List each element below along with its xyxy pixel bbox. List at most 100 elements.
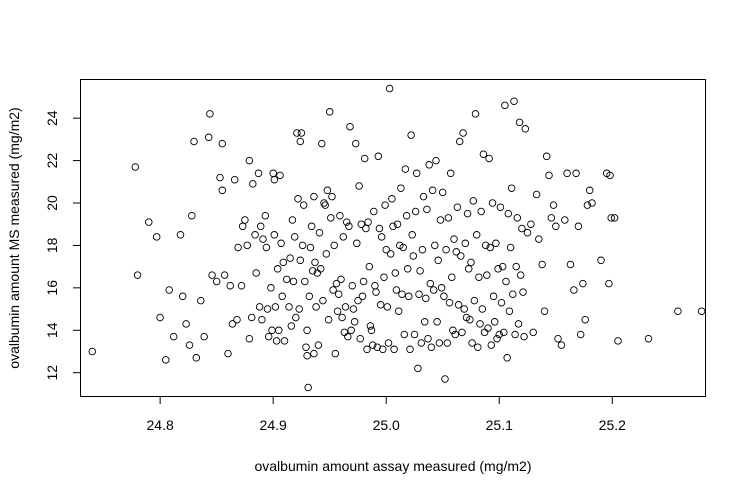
data-point [263, 305, 272, 313]
data-point [305, 292, 314, 301]
data-point [452, 248, 461, 256]
data-point [477, 207, 485, 216]
data-point [327, 214, 335, 222]
data-point [272, 337, 281, 345]
data-point [516, 271, 525, 279]
data-point [453, 203, 462, 211]
data-point [88, 347, 97, 356]
data-point [436, 216, 445, 224]
data-point [370, 207, 378, 216]
data-point [514, 320, 523, 328]
data-point [402, 211, 411, 220]
data-point [212, 277, 221, 286]
data-point [512, 262, 520, 271]
data-point [245, 334, 254, 343]
data-point [519, 288, 527, 296]
data-point [287, 322, 296, 330]
data-point [494, 265, 502, 273]
data-point [303, 326, 311, 335]
data-point [366, 322, 375, 330]
data-point [469, 197, 478, 205]
data-point [400, 330, 409, 339]
data-point [368, 341, 377, 349]
data-point [417, 339, 426, 347]
data-point [208, 271, 216, 279]
data-point [475, 273, 483, 281]
data-point [490, 318, 499, 326]
data-point [330, 241, 338, 250]
data-point [451, 330, 459, 339]
data-point [581, 315, 589, 324]
data-point [614, 337, 622, 345]
data-point [321, 201, 329, 209]
data-point [481, 241, 490, 250]
data-point [566, 260, 575, 269]
data-point [493, 334, 501, 343]
data-point [371, 281, 379, 290]
data-point [324, 315, 333, 324]
data-point [268, 326, 276, 335]
data-point [674, 307, 682, 315]
data-point [389, 222, 397, 231]
data-point [325, 108, 334, 116]
data-point [206, 110, 214, 118]
data-point [200, 332, 208, 341]
data-point [585, 186, 594, 195]
data-point [237, 281, 246, 290]
data-point [420, 318, 429, 326]
data-point [379, 345, 387, 354]
data-point [310, 192, 318, 201]
data-point [427, 343, 436, 351]
data-point [419, 192, 428, 201]
data-point [414, 364, 422, 373]
data-point [234, 243, 242, 252]
data-point [425, 161, 433, 169]
data-point [216, 173, 224, 182]
data-point [532, 190, 541, 199]
data-point [429, 286, 438, 294]
data-point [597, 256, 605, 265]
data-point [509, 290, 517, 298]
data-point [376, 301, 385, 309]
data-point [218, 139, 227, 148]
data-point [320, 199, 328, 207]
data-point [435, 339, 444, 347]
data-point [398, 290, 406, 298]
data-point [521, 125, 530, 133]
data-point [364, 218, 372, 226]
data-point [363, 345, 371, 354]
data-point [579, 279, 587, 288]
data-point [545, 171, 553, 180]
data-point [467, 258, 475, 267]
data-point [542, 152, 551, 161]
data-point [345, 222, 353, 231]
data-point [323, 186, 332, 195]
data-point [523, 228, 532, 237]
data-point [269, 169, 277, 178]
data-point [306, 243, 315, 252]
data-point [518, 224, 526, 233]
data-point [510, 97, 518, 105]
data-point [312, 303, 320, 311]
data-point [169, 332, 178, 341]
data-point [372, 288, 380, 296]
data-point [496, 203, 505, 211]
data-point [588, 199, 596, 207]
data-point [443, 339, 452, 347]
data-point [381, 201, 389, 209]
data-point [483, 271, 491, 279]
data-point [332, 279, 341, 288]
data-point [270, 175, 279, 184]
data-point [484, 324, 492, 332]
data-point [394, 307, 403, 315]
data-point [241, 216, 249, 224]
data-point [478, 305, 487, 313]
point-layer [88, 84, 706, 392]
data-point [431, 241, 439, 250]
data-point [334, 290, 343, 298]
data-point [357, 220, 366, 228]
data-point [252, 269, 260, 277]
data-point [388, 195, 396, 203]
data-point [354, 296, 362, 305]
data-point [397, 184, 405, 192]
